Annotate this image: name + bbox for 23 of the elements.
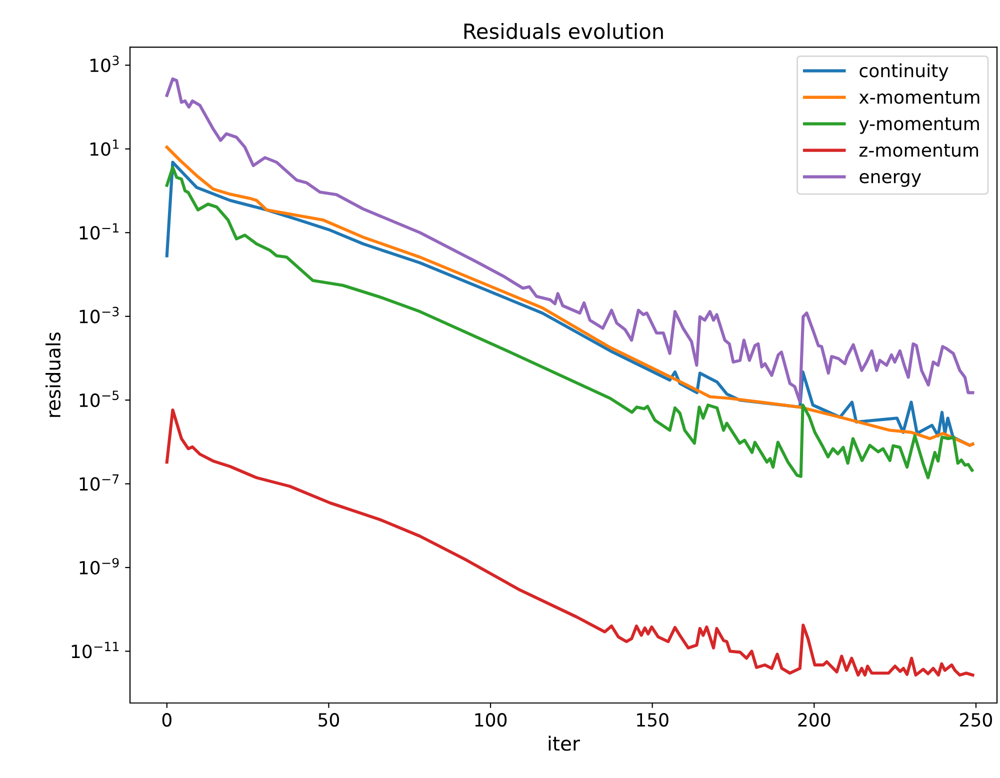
- y-tick-label: 10$^{−9}$: [80, 558, 119, 574]
- y-tick-label: 10$^{−11}$: [72, 642, 119, 658]
- y-tick-label: 10$^{−7}$: [80, 474, 119, 491]
- y-tick-label: 10$^{−1}$: [80, 223, 118, 240]
- x-tick-label: 250: [960, 713, 992, 727]
- line-series: [165, 408, 974, 677]
- y-tick-label: 10$^{−5}$: [80, 390, 119, 408]
- chart-title: Residuals evolution: [464, 22, 663, 40]
- legend-label: continuity: [860, 63, 948, 81]
- y-tick-label: 10$^{−3}$: [80, 306, 119, 324]
- y-tick-label: 10$^{1}$: [90, 140, 119, 156]
- x-tick-label: 100: [475, 713, 507, 727]
- legend-label: y-momentum: [859, 117, 979, 134]
- y-tick-label: 10$^{3}$: [90, 56, 119, 72]
- legend-label: energy: [860, 173, 922, 187]
- legend-label: z-momentum: [859, 144, 978, 157]
- legend-label: x-momentum: [859, 90, 980, 104]
- x-tick-label: 0: [162, 713, 172, 727]
- x-tick-label: 50: [318, 713, 339, 727]
- x-axis-title: iter: [548, 736, 580, 751]
- x-tick-label: 150: [637, 713, 668, 727]
- y-axis-title: residuals: [46, 332, 61, 417]
- x-tick-label: 200: [798, 713, 830, 727]
